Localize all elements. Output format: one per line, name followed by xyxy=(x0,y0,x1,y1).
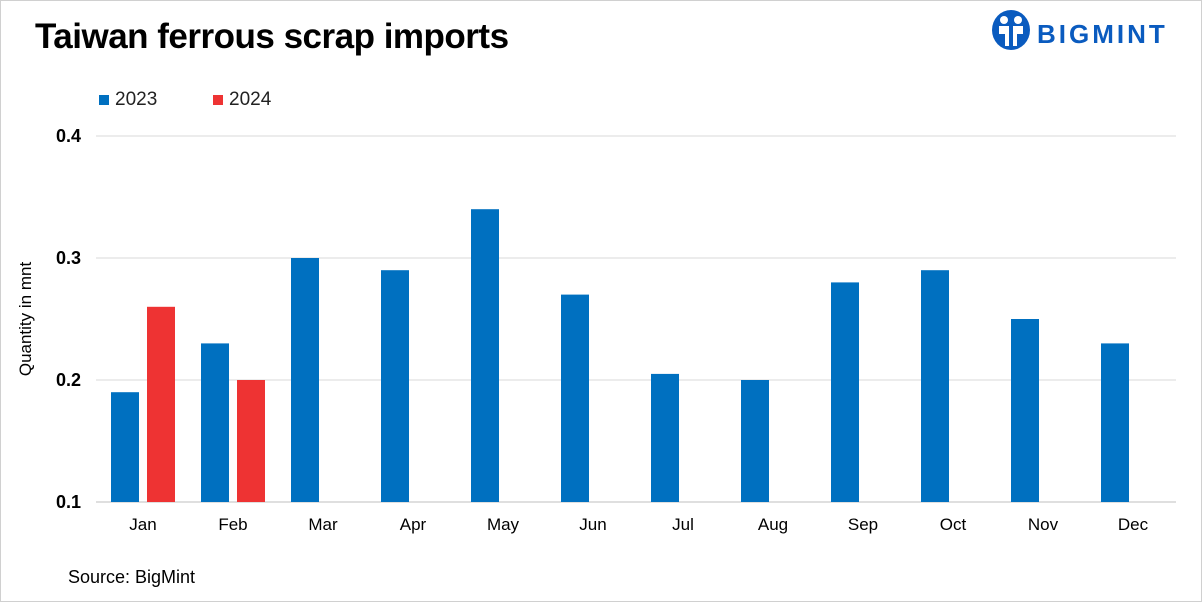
y-tick-label: 0.1 xyxy=(56,492,81,512)
y-axis-title: Quantity in mnt xyxy=(16,262,35,377)
bar-2023-may xyxy=(471,209,499,502)
bar-2023-oct xyxy=(921,270,949,502)
y-tick-label: 0.3 xyxy=(56,248,81,268)
brand-logo: BIGMINT xyxy=(991,9,1165,51)
y-tick-label: 0.2 xyxy=(56,370,81,390)
legend-swatch-2024 xyxy=(213,95,223,105)
chart-title: Taiwan ferrous scrap imports xyxy=(35,17,509,56)
bar-2023-mar xyxy=(291,258,319,502)
x-tick-label: Jan xyxy=(129,515,156,534)
x-tick-label: Feb xyxy=(218,515,247,534)
x-tick-label: Oct xyxy=(940,515,967,534)
x-tick-label: May xyxy=(487,515,520,534)
bar-2023-jun xyxy=(561,294,589,502)
bigmint-logo-icon xyxy=(992,10,1030,50)
x-tick-label: Mar xyxy=(308,515,338,534)
legend-swatch-2023 xyxy=(99,95,109,105)
x-tick-label: Sep xyxy=(848,515,878,534)
bar-2023-sep xyxy=(831,282,859,502)
source-note: Source: BigMint xyxy=(68,567,196,587)
x-tick-label: Jul xyxy=(672,515,694,534)
y-tick-label: 0.4 xyxy=(56,126,81,146)
bar-2023-jul xyxy=(651,373,679,502)
x-tick-label: Nov xyxy=(1028,515,1059,534)
x-tick-label: Dec xyxy=(1118,515,1149,534)
x-tick-label: Aug xyxy=(758,515,788,534)
bar-2023-feb xyxy=(201,343,229,502)
bar-2023-nov xyxy=(1011,319,1039,502)
bar-2023-jan xyxy=(111,392,139,502)
x-tick-label: Apr xyxy=(400,515,427,534)
bar-2023-dec xyxy=(1101,343,1129,502)
legend-label-2023: 2023 xyxy=(115,89,158,110)
bar-2024-feb xyxy=(237,380,265,502)
bar-2024-jan xyxy=(147,306,175,502)
legend-label-2024: 2024 xyxy=(229,89,272,110)
brand-name: BIGMINT xyxy=(1037,19,1168,49)
x-tick-label: Jun xyxy=(579,515,606,534)
bar-2023-aug xyxy=(741,380,769,502)
bar-2023-apr xyxy=(381,270,409,502)
